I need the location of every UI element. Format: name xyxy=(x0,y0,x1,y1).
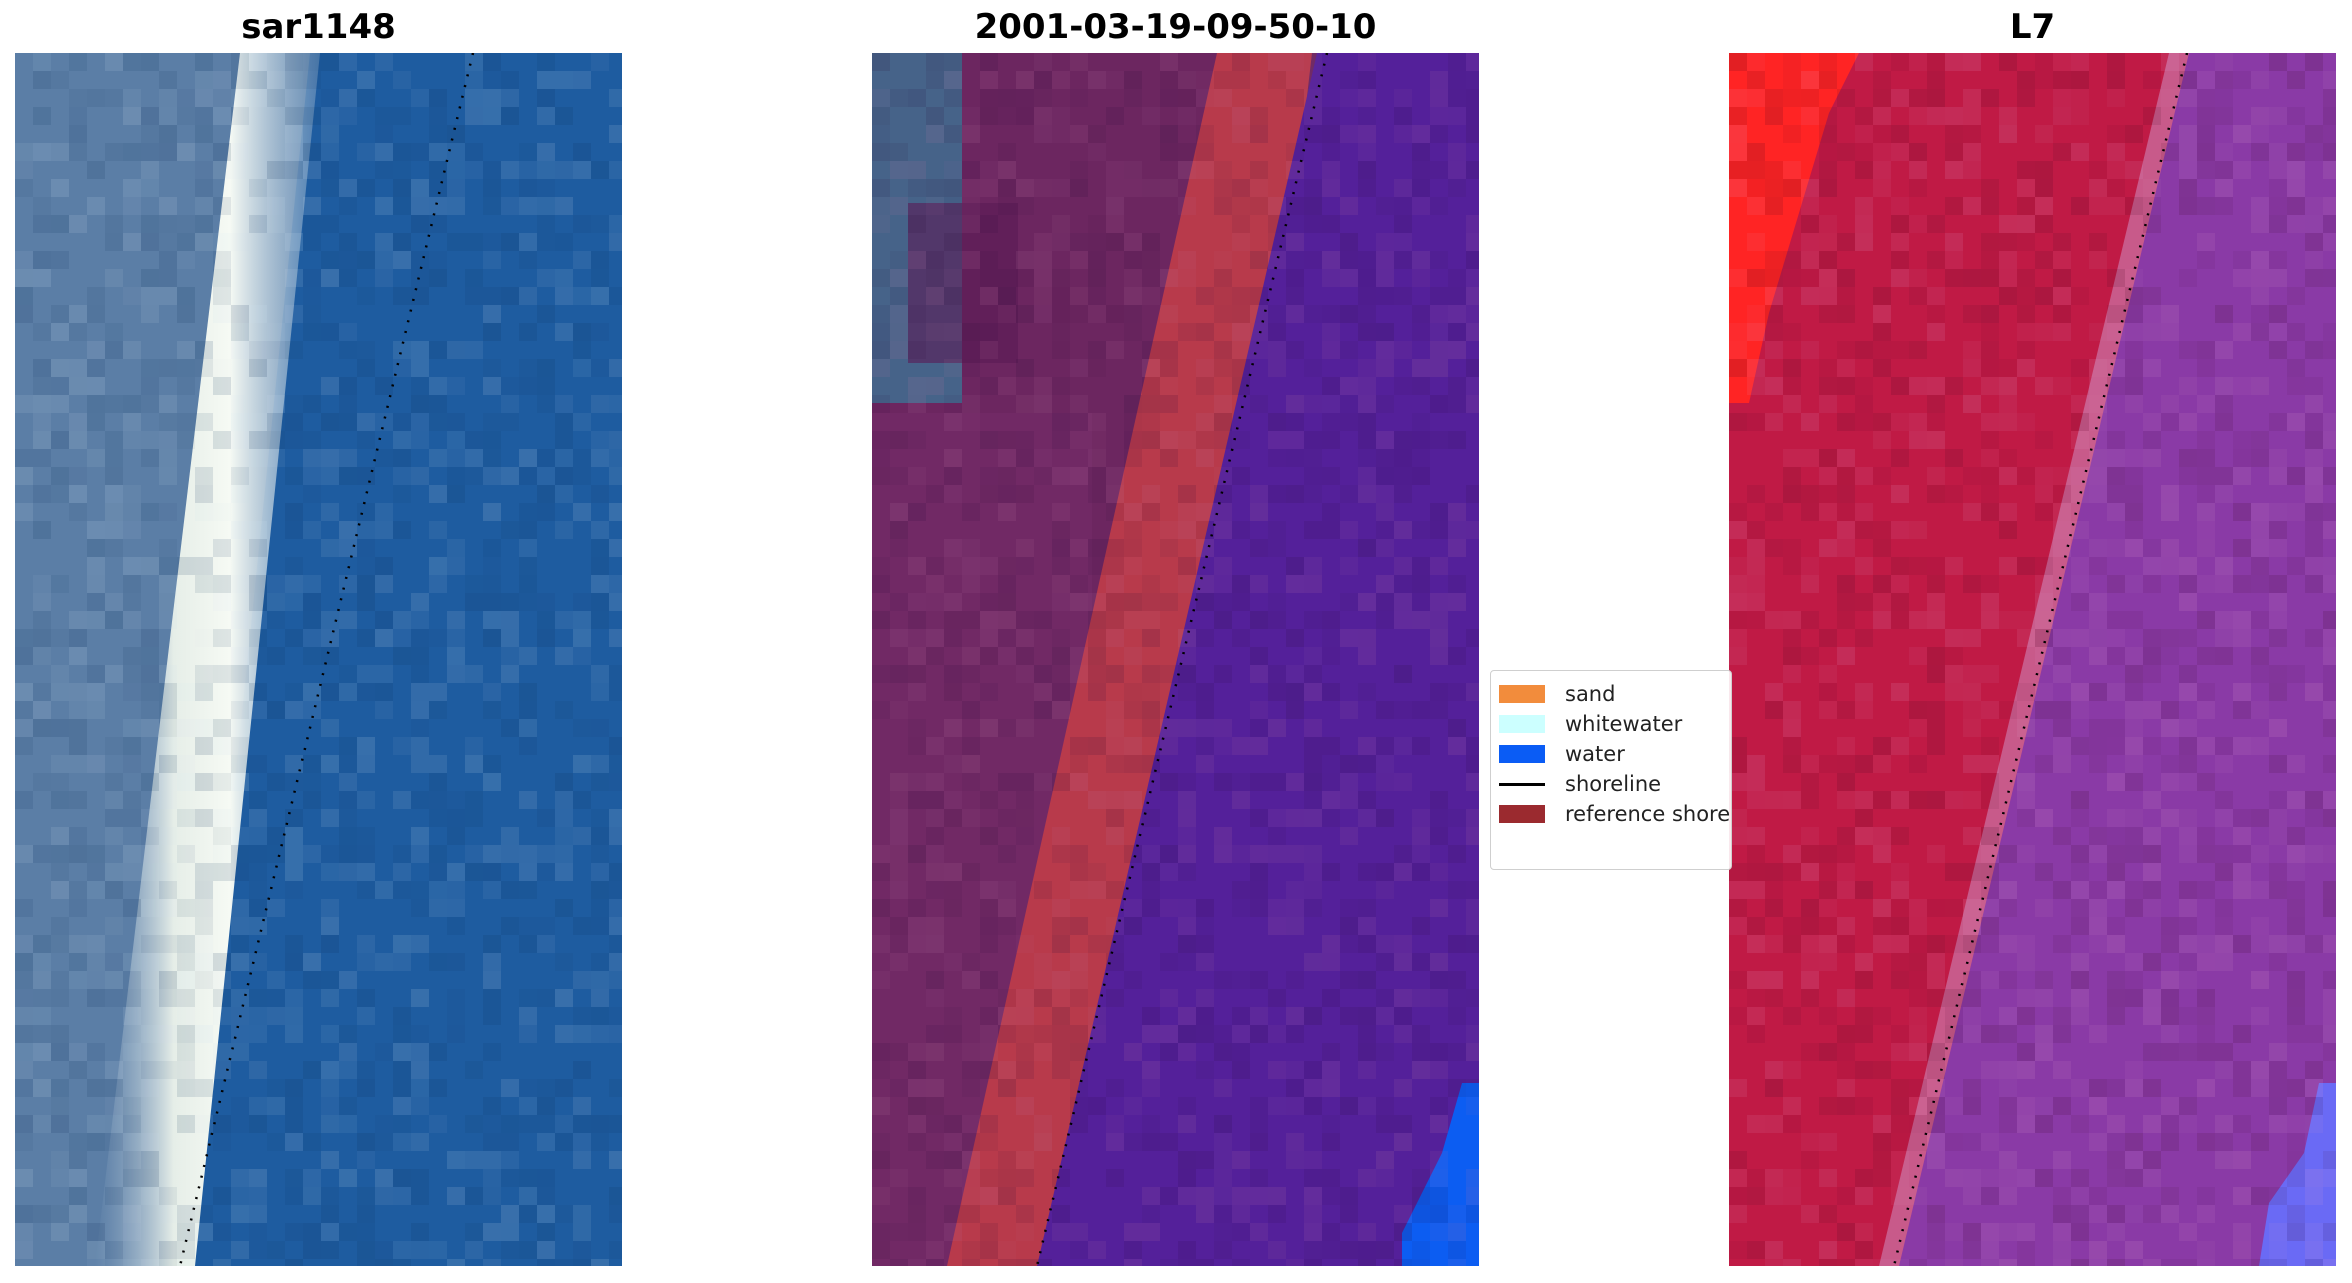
legend-item-reference-shoreline: reference shoreline xyxy=(1499,801,1731,827)
water-area xyxy=(185,53,622,1266)
l7-image xyxy=(1729,53,2336,1266)
classification-panel xyxy=(872,53,1479,1266)
legend-item-shoreline: shoreline xyxy=(1499,771,1661,797)
l7-panel xyxy=(1729,53,2336,1266)
legend-swatch-whitewater xyxy=(1499,715,1545,733)
water-blue-corner xyxy=(2259,1083,2336,1266)
classification-image xyxy=(872,53,1479,1266)
legend-item-whitewater: whitewater xyxy=(1499,711,1682,737)
legend-swatch-sand xyxy=(1499,685,1545,703)
legend-label-water: water xyxy=(1565,742,1625,766)
water-class xyxy=(1037,53,1479,1266)
legend-label-shoreline: shoreline xyxy=(1565,772,1662,796)
pixel-texture xyxy=(872,53,1479,1266)
legend: sand whitewater water shoreline referenc… xyxy=(1490,670,1732,870)
panel-title-rgb: sar1148 xyxy=(241,7,396,47)
pixel-texture xyxy=(15,53,622,1266)
legend-label-reference-shoreline: reference shoreline xyxy=(1565,802,1731,826)
panel-title-classification: 2001-03-19-09-50-10 xyxy=(974,7,1377,47)
legend-swatch-shoreline xyxy=(1499,782,1545,786)
legend-label-whitewater: whitewater xyxy=(1565,712,1683,736)
legend-item-water: water xyxy=(1499,741,1625,767)
legend-swatch-water xyxy=(1499,745,1545,763)
water-l7 xyxy=(1899,53,2336,1266)
legend-swatch-reference-shoreline xyxy=(1499,805,1545,823)
panel-title-l7: L7 xyxy=(2009,7,2056,47)
rgb-image xyxy=(15,53,622,1266)
water-blue-corner xyxy=(1402,1083,1479,1266)
rgb-image-panel xyxy=(15,53,622,1266)
sand-band xyxy=(947,53,1312,1266)
legend-label-sand: sand xyxy=(1565,682,1616,706)
legend-item-sand: sand xyxy=(1499,681,1615,707)
pixel-texture xyxy=(1729,53,2336,1266)
whitewater-band xyxy=(95,53,320,1266)
bright-red-area xyxy=(1729,53,1859,403)
